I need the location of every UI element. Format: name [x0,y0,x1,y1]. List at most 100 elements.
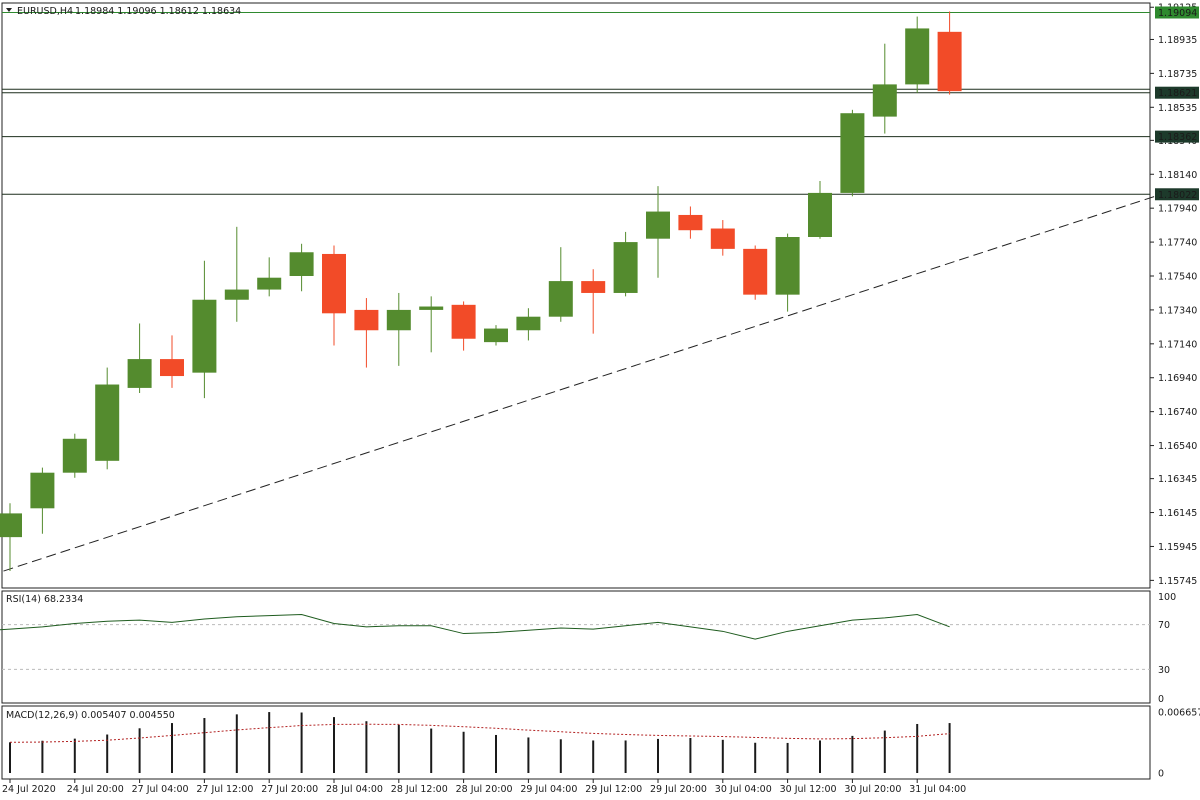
rsi-tick-label: 0 [1158,694,1164,705]
price-tick-label: 1.17140 [1158,339,1197,350]
bull-candle [419,306,444,310]
level-labels: 1.19094 1.18621 1.18362 1.18022 [1155,6,1199,201]
time-tick-label: 29 Jul 12:00 [585,784,642,795]
rsi-line-layer [0,614,950,640]
bull-candle [872,84,897,117]
macd-tick-label: 0.006657 [1158,708,1200,719]
trendline-layer [3,194,1161,572]
macd-panel[interactable]: 0.006657 0 MACD(12,26,9) 0.005407 0.00455… [1,705,1200,780]
bull-candle [127,359,152,388]
time-tick-label: 27 Jul 12:00 [196,784,253,795]
macd-histogram [9,712,951,773]
bear-candle [451,304,476,339]
bull-candle [775,237,800,295]
bear-candle [678,214,703,231]
candles-layer [0,11,962,572]
macd-header: MACD(12,26,9) 0.005407 0.004550 [6,710,175,721]
price-tick-label: 1.16540 [1158,441,1197,452]
rsi-tick-label: 70 [1158,620,1170,631]
ohlc-values: 1.18984 1.19096 1.18612 1.18634 [75,6,241,17]
price-tick-label: 1.16940 [1158,373,1197,384]
price-level-text: 1.18621 [1158,88,1197,99]
time-tick-label: 24 Jul 2020 [2,784,56,795]
macd-signal-layer [9,723,950,743]
time-tick-label: 31 Jul 04:00 [909,784,966,795]
time-tick-label: 28 Jul 20:00 [456,784,513,795]
price-level-text: 1.18362 [1158,132,1197,143]
time-tick-label: 29 Jul 20:00 [650,784,707,795]
macd-signal-line [9,723,950,743]
time-tick-label: 30 Jul 12:00 [780,784,837,795]
time-tick-label: 28 Jul 12:00 [391,784,448,795]
bull-candle [548,281,573,317]
horizontal-levels [2,11,1150,195]
time-tick-label: 30 Jul 20:00 [844,784,901,795]
dropdown-triangle-icon[interactable] [6,8,12,12]
symbol-label: EURUSD,H4 [17,6,73,17]
time-tick-label: 28 Jul 04:00 [326,784,383,795]
price-panel-frame [1,2,1151,589]
price-panel[interactable]: 1.191251.189351.187351.185351.183401.181… [0,2,1199,589]
price-tick-label: 1.17340 [1158,305,1197,316]
price-level-text: 1.19094 [1158,8,1197,19]
bull-candle [224,289,249,300]
bear-candle [710,228,735,249]
bull-candle [95,384,120,461]
bull-candle [289,252,314,276]
price-tick-label: 1.18735 [1158,69,1197,80]
bear-candle [160,359,184,377]
rsi-axis: 100 70 30 0 [1158,592,1176,705]
bull-candle [192,299,217,373]
rsi-panel[interactable]: 100 70 30 0 RSI(14) 68.2334 [0,590,1176,705]
time-tick-label: 30 Jul 04:00 [715,784,772,795]
macd-tick-label: 0 [1158,769,1164,780]
price-tick-label: 1.15945 [1158,542,1197,553]
rsi-header: RSI(14) 68.2334 [6,594,83,605]
bull-candle [516,316,541,331]
price-tick-label: 1.18140 [1158,170,1197,181]
macd-axis: 0.006657 0 [1158,708,1200,780]
time-tick-label: 27 Jul 04:00 [132,784,189,795]
time-tick-label: 29 Jul 04:00 [520,784,577,795]
price-tick-label: 1.16740 [1158,407,1197,418]
price-level-tag [1155,86,1199,99]
bull-candle [808,192,832,237]
bear-candle [322,253,346,314]
price-tick-label: 1.17940 [1158,204,1197,215]
bull-candle [840,113,865,193]
rsi-guides [2,624,1150,670]
price-tick-label: 1.17740 [1158,238,1197,249]
trendline [3,194,1161,572]
bull-candle [62,438,87,473]
bear-candle [937,31,962,92]
bull-candle [30,472,55,509]
bull-candle [905,28,930,85]
macd-panel-frame [1,705,1151,780]
time-tick-label: 27 Jul 20:00 [261,784,318,795]
price-tick-label: 1.18935 [1158,35,1197,46]
price-level-tag [1155,188,1199,201]
bull-candle [484,328,508,343]
price-tick-label: 1.17540 [1158,272,1197,283]
bull-candle [646,211,670,239]
rsi-tick-label: 100 [1158,592,1176,603]
symbol-header: EURUSD,H4 1.18984 1.19096 1.18612 1.1863… [6,6,241,17]
bull-candle [613,242,638,293]
bull-candle [257,277,282,290]
bear-candle [354,309,379,331]
price-level-tag [1155,6,1199,19]
time-axis: 24 Jul 2020 24 Jul 20:00 27 Jul 04:00 27 Ju… [2,779,966,795]
time-tick-label: 24 Jul 20:00 [67,784,124,795]
rsi-tick-label: 30 [1158,665,1170,676]
bear-candle [743,248,768,295]
rsi-line [0,614,950,640]
rsi-panel-frame [1,590,1151,704]
bull-candle [386,309,411,331]
price-tick-label: 1.16145 [1158,508,1197,519]
price-tick-label: 1.15745 [1158,576,1197,587]
bear-candle [581,281,606,293]
price-level-text: 1.18022 [1158,190,1197,201]
price-tick-label: 1.16345 [1158,474,1197,485]
bull-candle [0,513,22,538]
